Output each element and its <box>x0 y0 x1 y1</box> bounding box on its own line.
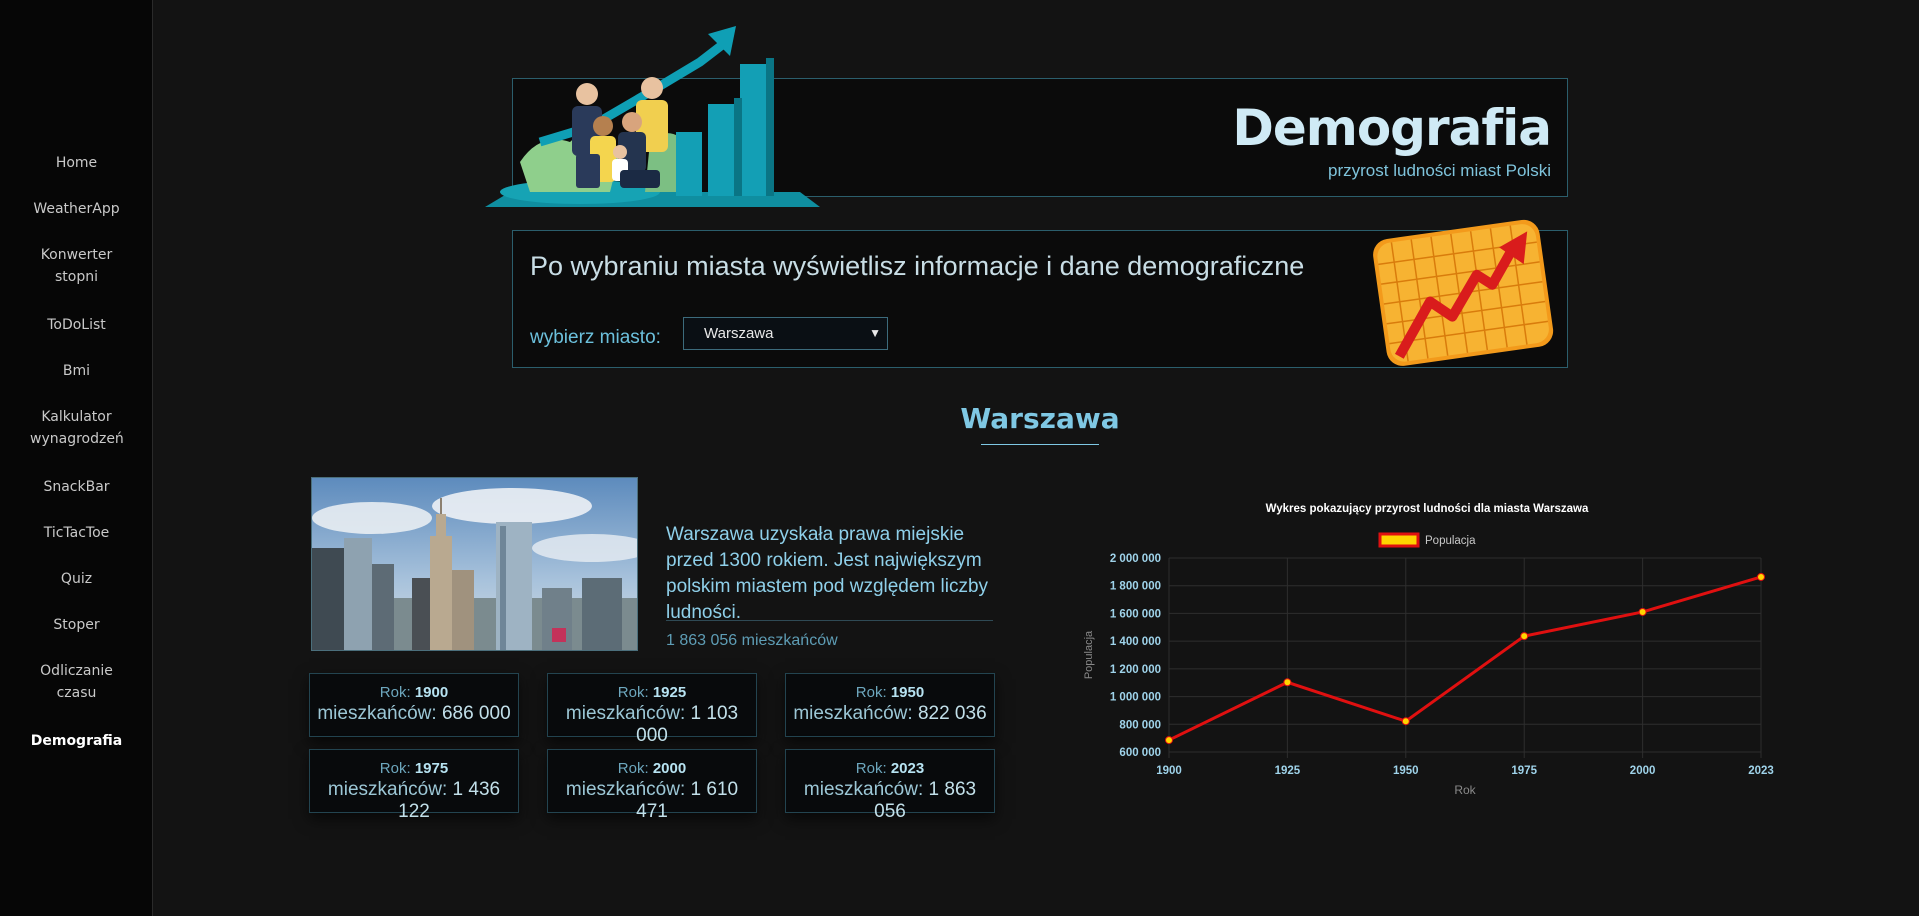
year-card: Rok: 1925 mieszkańców: 1 103 000 <box>547 673 757 746</box>
selector-instruction: Po wybraniu miasta wyświetlisz informacj… <box>530 251 1305 281</box>
year-card: Rok: 2023 mieszkańców: 1 863 056 <box>785 749 995 822</box>
residents-value: 1 103 000 <box>636 703 739 746</box>
y-tick-label: 1 800 000 <box>1110 581 1161 593</box>
city-selector-panel: Po wybraniu miasta wyświetlisz informacj… <box>512 219 1568 368</box>
warsaw-skyline-image <box>312 478 637 650</box>
x-tick-label: 1975 <box>1511 765 1537 777</box>
y-tick-label: 2 000 000 <box>1110 553 1161 565</box>
y-axis-label: Populacja <box>1083 630 1095 679</box>
year-value: 1900 <box>414 684 449 701</box>
x-tick-label: 1925 <box>1275 765 1301 777</box>
y-tick-label: 1 400 000 <box>1110 636 1161 648</box>
sidebar-item-konwerter-stopni[interactable]: Konwerter stopni <box>40 247 113 285</box>
residents-value: 686 000 <box>441 703 511 724</box>
page-subtitle: przyrost ludności miast Polski <box>1328 161 1551 180</box>
sidebar-item-bmi[interactable]: Bmi <box>62 363 91 379</box>
page-title: Demografia <box>1232 99 1552 157</box>
sidebar-item-odliczanie-czasu[interactable]: Odliczanie czasu <box>40 663 113 701</box>
year-label: Rok: <box>379 760 411 777</box>
residents-label: mieszkańców: <box>317 703 437 724</box>
chart-title: Wykres pokazujący przyrost ludności dla … <box>1266 503 1589 515</box>
population-line-chart: Wykres pokazujący przyrost ludności dla … <box>1083 503 1774 797</box>
year-label: Rok: <box>379 684 411 701</box>
residents-label: mieszkańców: <box>565 779 686 800</box>
year-label: Rok: <box>855 760 887 777</box>
legend-label: Populacja <box>1425 535 1476 547</box>
sidebar: Home WeatherApp Konwerter stopni ToDoLis… <box>0 0 153 916</box>
x-tick-label: 1950 <box>1393 765 1419 777</box>
residents-label: mieszkańców: <box>565 703 686 724</box>
year-value: 2023 <box>890 760 925 777</box>
year-value: 1925 <box>652 684 687 701</box>
city-photo <box>311 477 638 651</box>
sidebar-item-snackbar[interactable]: SnackBar <box>43 479 110 495</box>
family-growth-illustration <box>485 26 820 207</box>
x-tick-label: 2023 <box>1748 765 1774 777</box>
year-card: Rok: 1900 mieszkańców: 686 000 <box>309 673 519 737</box>
year-label: Rok: <box>617 760 649 777</box>
y-tick-label: 600 000 <box>1119 747 1161 759</box>
year-value: 1950 <box>890 684 925 701</box>
city-select-value: Warszawa <box>704 325 774 342</box>
x-axis-label: Rok <box>1454 783 1476 797</box>
header-panel: Demografia przyrost ludności miast Polsk… <box>512 78 1568 197</box>
year-value: 1975 <box>414 760 449 777</box>
sidebar-item-home[interactable]: Home <box>55 155 98 171</box>
rising-chart-icon <box>1373 219 1554 366</box>
population-total: 1 863 056 mieszkańców <box>666 632 838 649</box>
chevron-down-icon: ▼ <box>869 326 881 340</box>
data-point <box>1165 736 1173 745</box>
y-tick-label: 1 000 000 <box>1110 692 1161 704</box>
city-select-label: wybierz miasto: <box>530 327 661 348</box>
city-description: Warszawa uzyskała prawa miejskie przed 1… <box>666 524 989 623</box>
residents-label: mieszkańców: <box>793 703 913 724</box>
sidebar-item-quiz[interactable]: Quiz <box>60 571 93 587</box>
sidebar-item-kalkulator-wynagrodzen[interactable]: Kalkulator wynagrodzeń <box>30 409 124 447</box>
sidebar-item-demografia[interactable]: Demografia <box>30 733 123 749</box>
x-tick-label: 2000 <box>1630 765 1656 777</box>
y-tick-label: 800 000 <box>1119 719 1161 731</box>
data-point <box>1283 678 1292 687</box>
residents-value: 822 036 <box>917 703 987 724</box>
year-card: Rok: 1975 mieszkańców: 1 436 122 <box>309 749 519 822</box>
year-card: Rok: 2000 mieszkańców: 1 610 471 <box>547 749 757 822</box>
description-divider <box>666 620 993 621</box>
y-tick-label: 1 600 000 <box>1110 608 1161 620</box>
year-value: 2000 <box>652 760 687 777</box>
city-heading-underline <box>981 444 1099 445</box>
data-point <box>1520 632 1529 641</box>
sidebar-item-todolist[interactable]: ToDoList <box>47 317 106 333</box>
city-heading: Warszawa <box>960 402 1120 435</box>
x-tick-label: 1900 <box>1156 765 1182 777</box>
residents-value: 1 863 056 <box>874 779 977 822</box>
data-point <box>1757 572 1765 581</box>
year-label: Rok: <box>855 684 887 701</box>
legend-swatch <box>1378 532 1420 548</box>
sidebar-item-stoper[interactable]: Stoper <box>53 617 100 633</box>
year-card: Rok: 1950 mieszkańców: 822 036 <box>785 673 995 737</box>
residents-value: 1 436 122 <box>398 779 501 822</box>
residents-label: mieszkańców: <box>803 779 924 800</box>
series-line-populacja <box>1168 575 1762 742</box>
y-tick-label: 1 200 000 <box>1110 664 1161 676</box>
city-select[interactable]: Warszawa ▼ <box>683 317 888 350</box>
residents-label: mieszkańców: <box>327 779 448 800</box>
year-label: Rok: <box>617 684 649 701</box>
sidebar-item-weatherapp[interactable]: WeatherApp <box>33 201 120 217</box>
data-point <box>1401 717 1410 726</box>
residents-value: 1 610 471 <box>636 779 739 822</box>
data-point <box>1638 607 1647 616</box>
sidebar-item-tictactoe[interactable]: TicTacToe <box>43 525 110 541</box>
